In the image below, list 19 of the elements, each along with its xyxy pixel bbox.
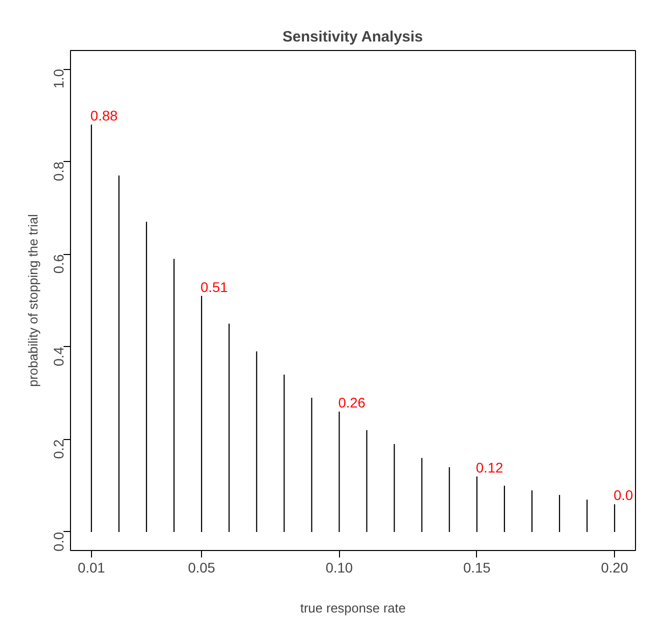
y-tick-label: 0.8 [50,161,66,182]
annotation: 0.0 [614,487,634,504]
chart-title: Sensitivity Analysis [282,28,423,46]
y-axis-title: probability of stopping the trial [26,214,40,387]
annotation: 0.26 [338,394,366,411]
y-tick-label: 0.6 [50,254,66,274]
y-tick-label: 0.2 [50,439,66,459]
x-tick-label: 0.05 [188,560,216,576]
x-tick-label: 0.10 [326,560,354,576]
y-tick-label: 0.4 [50,346,66,366]
annotation: 0.12 [476,459,504,476]
annotation: 0.51 [200,278,228,295]
x-tick-label: 0.15 [463,560,491,576]
annotation: 0.88 [90,108,118,124]
x-tick-label: 0.20 [600,560,628,576]
x-tick-label: 0.01 [78,560,106,576]
x-axis-title: true response rate [300,600,406,616]
y-tick-label: 1.0 [50,68,66,88]
y-tick-label: 0.0 [50,532,66,552]
